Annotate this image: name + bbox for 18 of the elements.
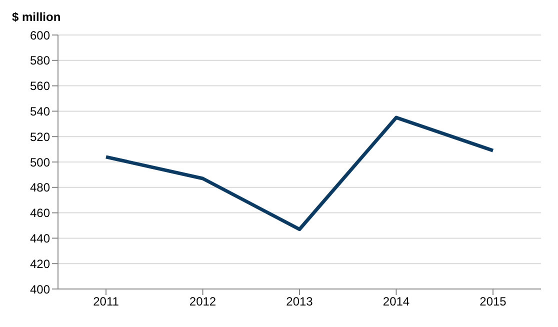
- x-tick-label: 2013: [286, 294, 314, 309]
- x-tick-label: 2014: [382, 294, 410, 309]
- y-tick-label: 460: [30, 206, 50, 220]
- x-tick-label: 2012: [189, 294, 216, 309]
- x-tick-label: 2011: [93, 294, 120, 309]
- y-tick-label: 500: [30, 155, 50, 170]
- y-tick-label: 580: [30, 54, 50, 68]
- y-axis-title: $ million: [12, 10, 61, 24]
- y-tick-label: 520: [30, 130, 50, 144]
- y-tick-label: 440: [30, 231, 50, 246]
- x-tick-label: 2015: [480, 294, 507, 309]
- y-tick-label: 560: [30, 79, 50, 94]
- y-tick-label: 480: [30, 180, 50, 195]
- y-tick-label: 540: [30, 104, 50, 118]
- line-series: [104, 116, 495, 232]
- y-tick-label: 420: [30, 256, 50, 271]
- y-tick-label: 600: [30, 28, 50, 42]
- y-tick-label: 400: [30, 282, 50, 296]
